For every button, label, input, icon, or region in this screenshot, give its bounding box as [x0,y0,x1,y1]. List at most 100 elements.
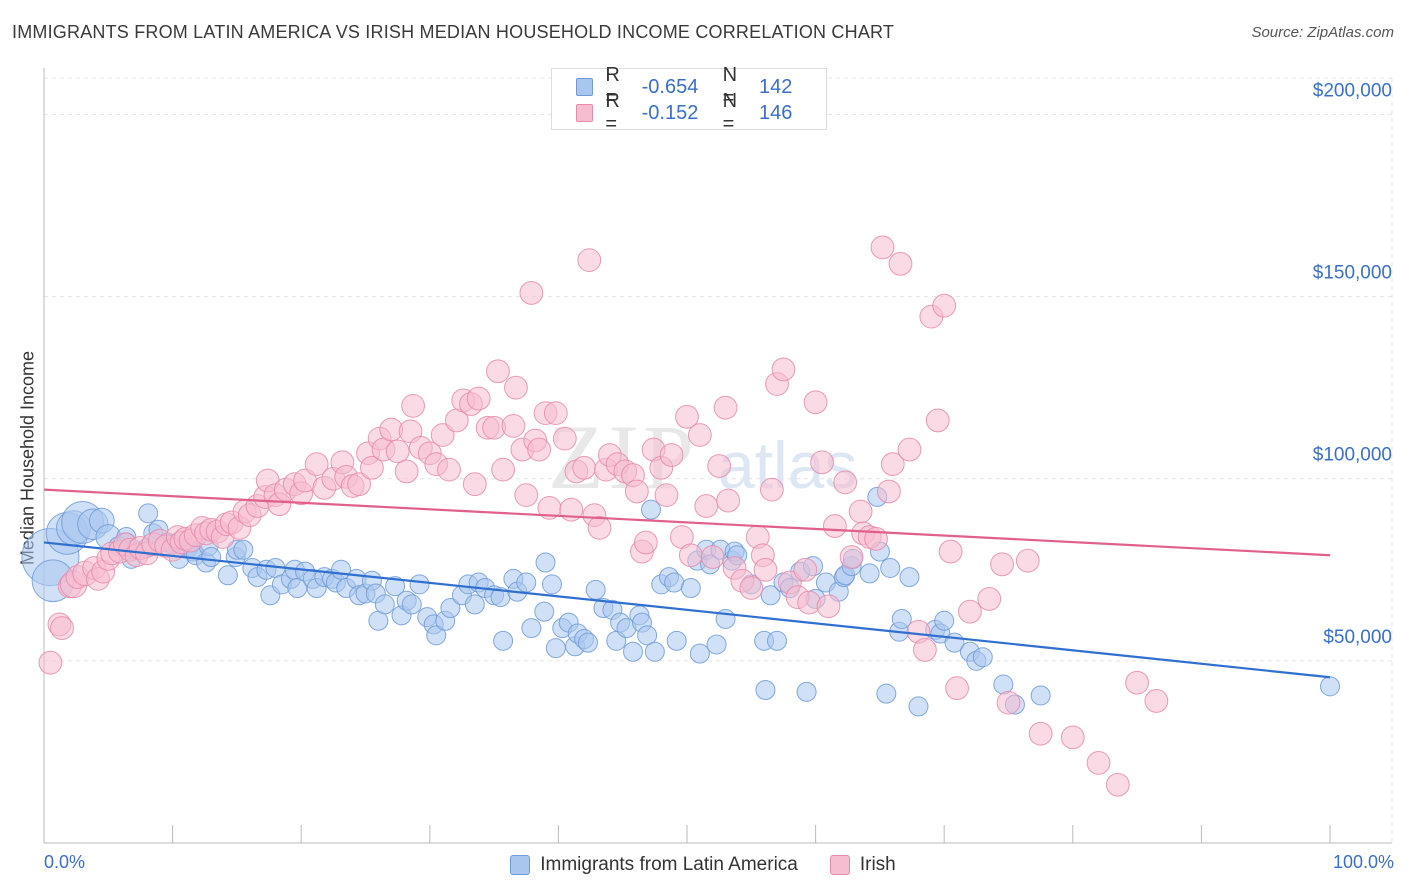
point-latin-america [201,547,222,568]
point-irish [654,483,679,508]
point-latin-america [767,630,788,651]
point-irish [1015,548,1040,573]
point-latin-america [972,647,993,668]
legend-row-latin-america: R = -0.654 N = 142 [576,64,826,109]
point-latin-america [440,598,461,619]
point-irish [394,459,419,484]
watermark-atlas: atlas [718,428,857,502]
legend-n-label: N = [722,64,738,109]
point-irish [401,393,425,418]
point-latin-america [1030,685,1051,706]
point-irish [527,437,552,462]
trend-line-irish [43,488,1331,557]
point-irish [816,594,841,619]
point-irish [958,599,982,624]
point-latin-america [217,565,238,586]
point-irish [38,650,63,675]
point-latin-america [891,608,912,629]
point-irish [504,375,528,400]
point-latin-america [521,618,542,639]
point-irish [977,587,1002,611]
point-irish [675,404,699,429]
legend-bottom-swatch-irish [829,855,850,875]
point-irish [462,472,487,497]
point-latin-america [934,610,955,631]
point-latin-america [876,683,897,704]
point-irish [501,413,526,438]
series-latin-america [21,486,1340,717]
point-irish [833,470,858,495]
point-irish [385,439,410,464]
point-irish [913,638,937,662]
point-irish [925,408,950,433]
point-irish [486,359,510,384]
legend-swatch-irish [576,104,594,122]
point-latin-america [409,574,430,595]
point-irish [888,251,913,276]
point-latin-america [796,681,817,702]
point-irish [880,452,905,477]
point-irish [739,576,764,600]
point-irish [1028,721,1053,746]
x-tick-max: 100.0% [1332,852,1394,872]
point-irish [700,545,725,569]
legend-row-irish: R = -0.152 N = 146 [576,90,826,135]
y-tick-label: $50,000 [1323,627,1392,648]
legend-r-value: -0.152 [641,101,699,124]
trend-line-latin-america [43,541,1331,679]
point-irish [759,477,784,502]
point-irish [50,616,74,640]
point-latin-america [666,630,687,651]
point-irish [1125,670,1149,695]
point-irish [771,357,796,382]
point-irish [687,423,712,447]
point-irish [519,281,544,305]
legend-n-value: 142 [758,75,793,98]
point-latin-america [534,601,555,622]
point-latin-america [899,567,920,588]
point-irish [347,472,371,497]
point-latin-america [577,632,598,653]
point-irish [839,545,864,569]
point-irish [577,248,602,273]
point-irish [678,543,703,568]
point-irish [466,386,491,411]
point-irish [810,450,834,475]
correlation-legend: R = -0.654 N = 142 R = -0.152 N = 146 [551,64,827,135]
legend-r-label: R = [605,64,620,109]
point-latin-america [585,579,606,600]
point-irish [587,515,612,540]
point-irish [996,690,1021,715]
point-irish [437,457,461,482]
point-latin-america [541,574,562,595]
point-latin-america [374,594,395,615]
point-latin-america [637,625,658,646]
point-irish [945,676,969,701]
point-irish [572,455,597,480]
series-legend: Immigrants from Latin America Irish [0,852,1406,878]
point-latin-america [680,578,701,598]
legend-n-value: 146 [758,101,793,124]
series-irish [38,235,1169,797]
point-irish [932,293,957,318]
point-irish [897,437,922,462]
point-irish [822,514,847,538]
point-latin-america [760,585,781,606]
point-latin-america [535,552,556,573]
point-irish [753,557,778,582]
point-latin-america [706,634,727,655]
point-irish [793,557,818,582]
point-latin-america [385,576,406,597]
source-label: Source: ZipAtlas.com [1251,24,1394,41]
point-irish [990,552,1014,577]
point-latin-america [880,557,901,578]
point-latin-america [138,503,159,524]
legend-bottom-swatch-latin-america [510,855,531,875]
point-irish [659,443,684,467]
point-irish [848,499,873,524]
point-irish [491,457,516,482]
point-latin-america [493,630,514,651]
point-irish [713,395,738,420]
point-irish [1060,725,1085,750]
